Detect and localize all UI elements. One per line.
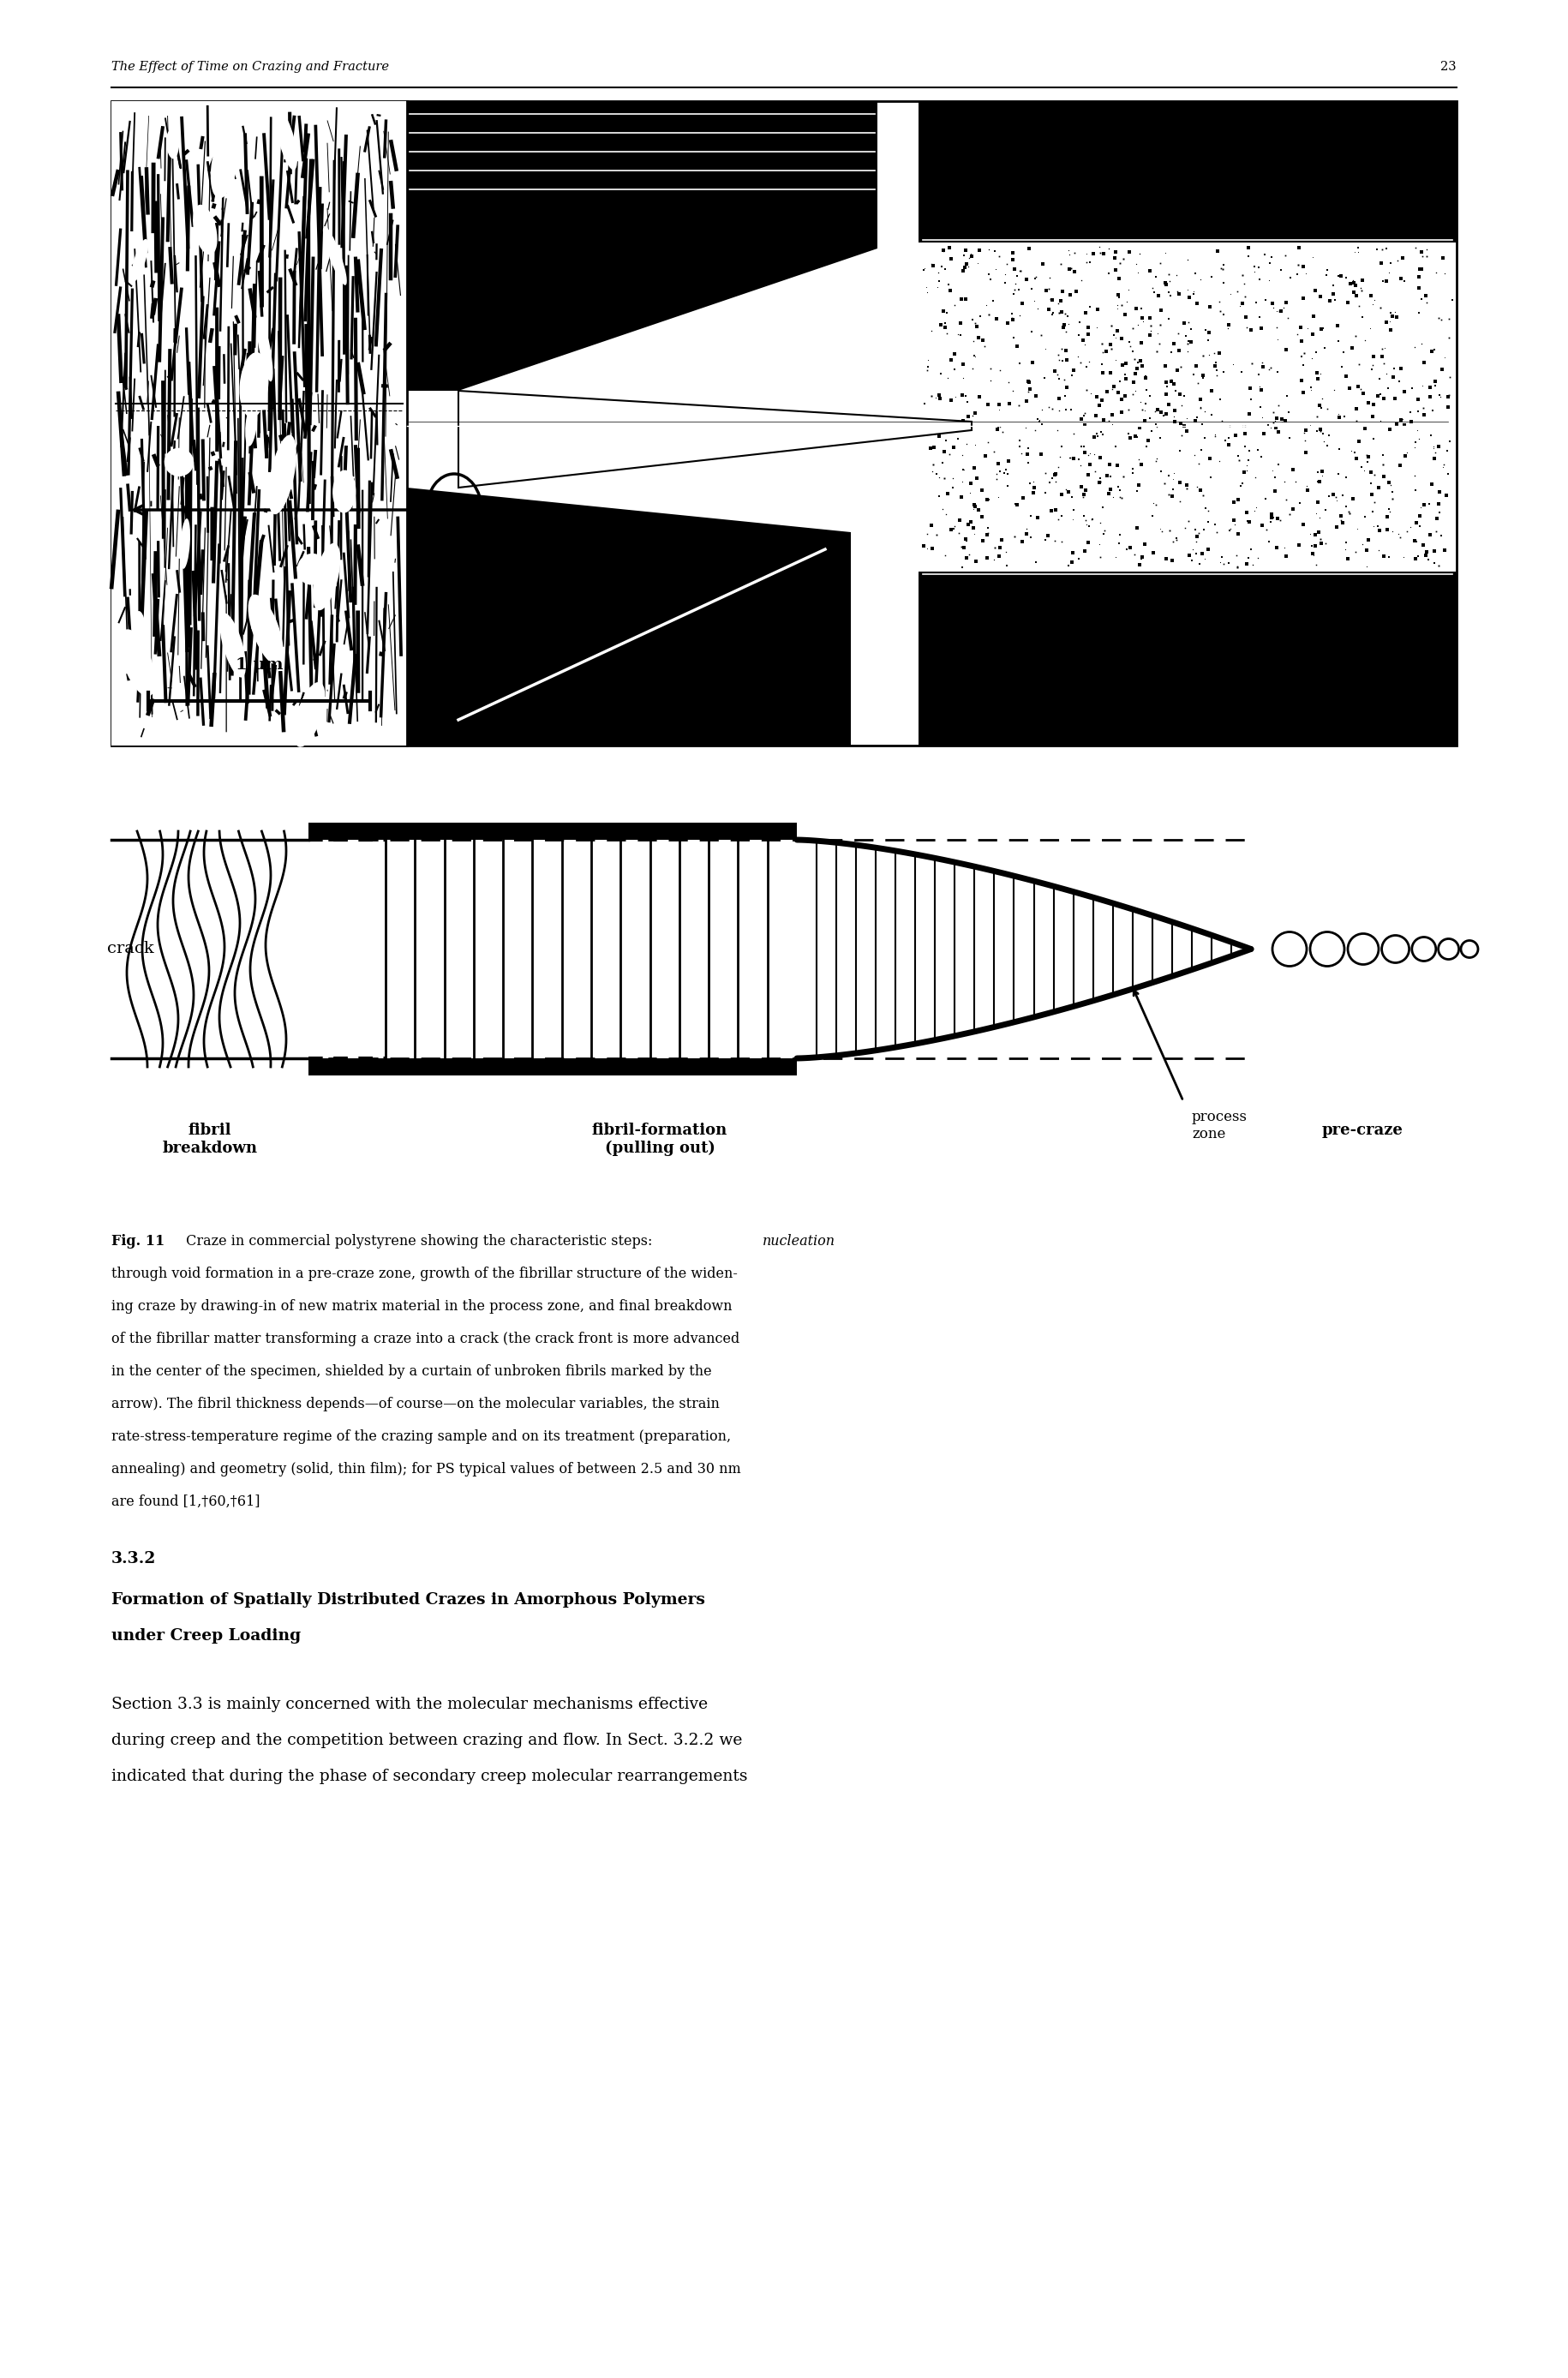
- Ellipse shape: [210, 128, 238, 197]
- Bar: [111, 102, 1455, 747]
- Ellipse shape: [293, 682, 325, 747]
- Text: 1 μm: 1 μm: [235, 656, 282, 673]
- Text: Craze in commercial polystyrene showing the characteristic steps:: Craze in commercial polystyrene showing …: [182, 1234, 657, 1248]
- Text: nucleation: nucleation: [762, 1234, 834, 1248]
- Text: fibril
breakdown: fibril breakdown: [162, 1122, 257, 1156]
- Ellipse shape: [268, 435, 296, 514]
- Ellipse shape: [193, 205, 218, 254]
- Bar: [917, 571, 1455, 747]
- Ellipse shape: [165, 447, 194, 476]
- Text: 500 nm: 500 nm: [1152, 656, 1221, 673]
- Ellipse shape: [119, 630, 155, 697]
- Text: The Effect of Time on Crazing and Fracture: The Effect of Time on Crazing and Fractu…: [111, 62, 389, 74]
- Text: 23: 23: [1439, 62, 1455, 74]
- Ellipse shape: [248, 594, 284, 666]
- Text: indicated that during the phase of secondary creep molecular rearrangements: indicated that during the phase of secon…: [111, 1769, 748, 1784]
- Ellipse shape: [332, 471, 356, 514]
- Text: 5 μm: 5 μm: [638, 656, 687, 673]
- Bar: [309, 1058, 797, 1075]
- Text: fibril-formation
(pulling out): fibril-formation (pulling out): [591, 1122, 728, 1156]
- Text: during creep and the competition between crazing and flow. In Sect. 3.2.2 we: during creep and the competition between…: [111, 1734, 742, 1748]
- Ellipse shape: [180, 518, 190, 568]
- Ellipse shape: [312, 542, 340, 611]
- Text: under Creep Loading: under Creep Loading: [111, 1629, 301, 1643]
- Polygon shape: [406, 102, 877, 390]
- Text: rate-stress-temperature regime of the crazing sample and on its treatment (prepa: rate-stress-temperature regime of the cr…: [111, 1429, 731, 1443]
- Text: crack: crack: [107, 942, 154, 956]
- Text: arrow). The fibril thickness depends—of course—on the molecular variables, the s: arrow). The fibril thickness depends—of …: [111, 1396, 720, 1413]
- Ellipse shape: [256, 314, 273, 380]
- Bar: [917, 102, 1455, 243]
- Ellipse shape: [276, 112, 296, 169]
- Text: ing craze by drawing-in of new matrix material in the process zone, and final br: ing craze by drawing-in of new matrix ma…: [111, 1298, 732, 1313]
- Text: 3.3.2: 3.3.2: [111, 1550, 157, 1567]
- Ellipse shape: [323, 226, 347, 285]
- Text: Section 3.3 is mainly concerned with the molecular mechanisms effective: Section 3.3 is mainly concerned with the…: [111, 1698, 707, 1712]
- Text: are found [1,†60,†61]: are found [1,†60,†61]: [111, 1493, 260, 1510]
- Text: in the center of the specimen, shielded by a curtain of unbroken fibrils marked : in the center of the specimen, shielded …: [111, 1365, 712, 1379]
- Ellipse shape: [132, 240, 147, 281]
- Ellipse shape: [245, 402, 257, 447]
- Ellipse shape: [166, 128, 179, 159]
- Text: of the fibrillar matter transforming a craze into a crack (the crack front is mo: of the fibrillar matter transforming a c…: [111, 1332, 739, 1346]
- Ellipse shape: [220, 614, 246, 678]
- Bar: [111, 102, 406, 747]
- Text: annealing) and geometry (solid, thin film); for PS typical values of between 2.5: annealing) and geometry (solid, thin fil…: [111, 1462, 740, 1477]
- Polygon shape: [406, 487, 850, 747]
- Text: process
zone: process zone: [1192, 1111, 1247, 1141]
- Ellipse shape: [296, 554, 326, 585]
- Polygon shape: [458, 390, 971, 487]
- Text: through void formation in a pre-craze zone, growth of the fibrillar structure of: through void formation in a pre-craze zo…: [111, 1267, 737, 1282]
- Text: Fig. 11: Fig. 11: [111, 1234, 165, 1248]
- Ellipse shape: [133, 611, 146, 654]
- Ellipse shape: [240, 352, 268, 419]
- Text: pre-craze: pre-craze: [1320, 1122, 1402, 1139]
- Text: Formation of Spatially Distributed Crazes in Amorphous Polymers: Formation of Spatially Distributed Craze…: [111, 1593, 704, 1608]
- Bar: [309, 823, 797, 839]
